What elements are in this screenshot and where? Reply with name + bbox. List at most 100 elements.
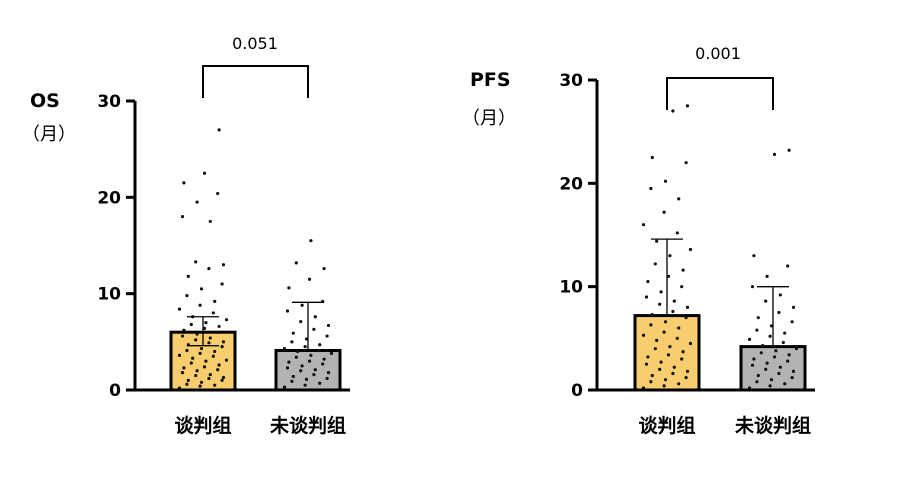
pfs-data-point: [658, 302, 662, 306]
os-data-point: [300, 303, 304, 307]
pfs-data-point: [641, 333, 646, 337]
os-data-point: [207, 376, 211, 381]
os-data-point: [294, 355, 298, 359]
pfs-data-point: [641, 223, 646, 227]
os-data-point: [199, 287, 204, 291]
pfs-data-point: [672, 365, 676, 369]
os-data-point: [224, 318, 229, 322]
pfs-data-point: [675, 231, 679, 235]
os-data-point: [198, 303, 202, 307]
os-data-point: [322, 357, 326, 361]
os-p-value: 0.051: [232, 34, 278, 53]
os-data-point: [326, 323, 331, 328]
os-data-point: [296, 349, 300, 354]
os-data-point: [182, 181, 186, 185]
os-data-point: [282, 346, 287, 351]
os-data-point: [304, 377, 309, 382]
pfs-data-point: [649, 323, 653, 327]
os-data-point: [208, 372, 212, 377]
pfs-yunit: （月）: [462, 108, 516, 129]
os-data-point: [213, 383, 217, 387]
pfs-data-point: [777, 371, 781, 376]
pfs-p-value: 0.001: [695, 44, 741, 63]
os-data-point: [217, 363, 221, 367]
pfs-data-point: [786, 359, 790, 363]
os-data-point: [325, 376, 329, 381]
pfs-data-point: [671, 371, 675, 376]
pfs-data-point: [761, 343, 765, 348]
os-data-point: [326, 371, 331, 375]
os-data-point: [194, 373, 198, 378]
os-data-point: [291, 374, 295, 379]
pfs-data-point: [768, 334, 772, 338]
pfs-data-point: [680, 285, 684, 289]
pfs-data-point: [772, 152, 777, 156]
os-data-point: [213, 349, 217, 354]
os-data-point: [202, 326, 207, 330]
os-significance-bracket: [202, 65, 309, 98]
pfs-data-point: [791, 305, 796, 309]
pfs-data-point: [681, 268, 685, 272]
pfs-data-point: [680, 357, 684, 361]
os-data-point: [189, 361, 193, 365]
os-data-point: [207, 341, 211, 345]
os-y-tick-label: 0: [109, 381, 121, 401]
pfs-data-point: [650, 155, 654, 160]
os-data-point: [220, 345, 224, 349]
pfs-data-point: [769, 378, 774, 382]
os-data-point: [307, 277, 312, 281]
os-data-point: [294, 261, 298, 265]
pfs-data-point: [764, 299, 768, 303]
pfs-data-point: [768, 384, 772, 388]
pfs-data-point: [747, 337, 752, 341]
os-data-point: [216, 330, 220, 334]
os-data-point: [194, 338, 198, 342]
pfs-data-point: [765, 274, 769, 278]
os-data-point: [177, 353, 182, 357]
os-y-tick-label: 30: [97, 92, 121, 112]
pfs-data-point: [684, 376, 688, 380]
os-data-point: [220, 282, 224, 286]
pfs-data-point: [769, 324, 774, 328]
pfs-data-point: [649, 380, 653, 384]
os-data-point: [316, 348, 320, 353]
os-data-point: [199, 346, 204, 351]
os-data-point: [290, 379, 294, 383]
pfs-data-point: [646, 279, 650, 284]
os-chart-panel: OS （月） 0.051 0 10 20 30 谈判组 未谈判组: [22, 34, 350, 437]
os-data-point: [290, 340, 294, 344]
pfs-y-tick-label: 20: [559, 174, 583, 194]
os-data-point: [318, 343, 322, 347]
pfs-data-point: [677, 197, 681, 201]
pfs-data-point: [772, 355, 777, 359]
pfs-data-point: [644, 362, 649, 366]
os-data-point: [303, 383, 307, 387]
os-data-point: [185, 348, 189, 353]
os-data-point: [220, 378, 224, 382]
pfs-chart-panel: PFS （月） 0.001 0 10 20 30 谈判组 未谈判组: [462, 44, 815, 437]
pfs-data-point: [688, 247, 693, 252]
os-data-point: [204, 320, 208, 325]
os-data-point: [185, 382, 189, 386]
os-data-point: [182, 328, 186, 332]
os-data-point: [282, 385, 287, 389]
os-yunit: （月）: [22, 124, 76, 145]
os-data-point: [216, 191, 220, 196]
pfs-data-point: [685, 369, 690, 373]
pfs-data-point: [790, 376, 794, 380]
os-data-point: [189, 322, 193, 327]
os-data-point: [191, 356, 195, 360]
os-data-point: [299, 320, 303, 324]
pfs-data-point: [774, 349, 778, 353]
os-data-point: [180, 334, 185, 338]
pfs-data-point: [663, 320, 668, 324]
pfs-data-point: [653, 347, 657, 351]
pfs-data-point: [677, 382, 681, 386]
os-data-point: [180, 371, 185, 375]
os-data-point: [213, 299, 217, 303]
os-data-point: [321, 362, 325, 366]
os-data-point: [198, 384, 202, 388]
os-data-point: [285, 309, 290, 313]
pfs-data-point: [777, 310, 781, 315]
pfs-data-point: [666, 353, 671, 357]
